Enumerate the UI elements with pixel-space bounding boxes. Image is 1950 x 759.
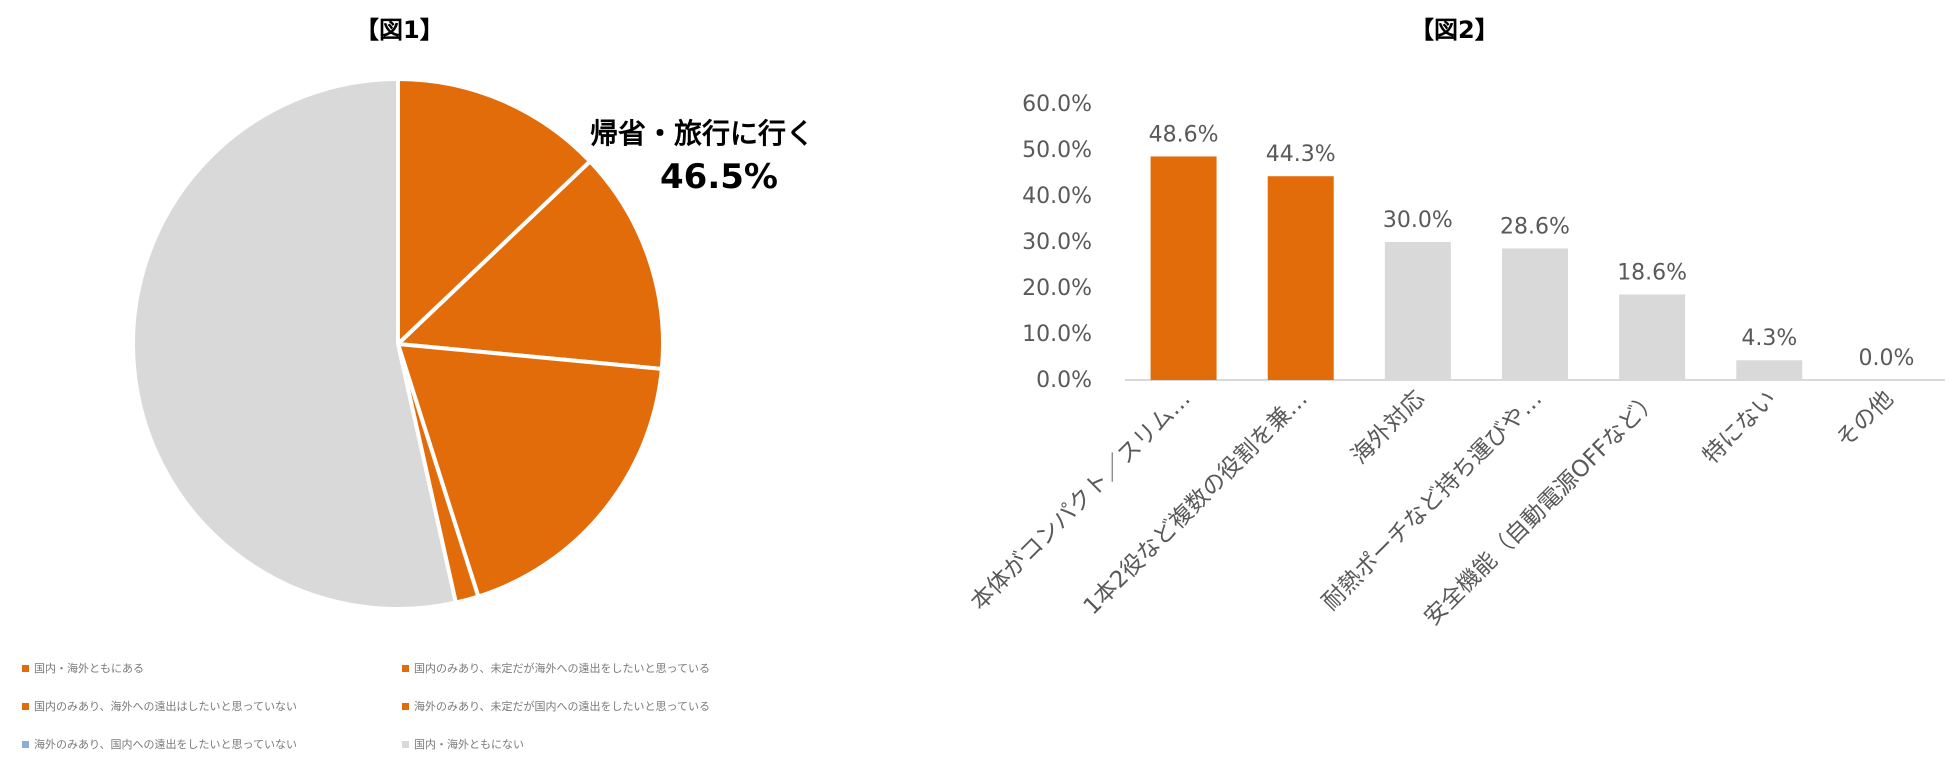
bar-chart: 0.0% 10.0% 20.0% 30.0% 40.0% 50.0% 60.0% 48.6% 本… xyxy=(966,92,1945,631)
bar-value-label: 4.3% xyxy=(1741,326,1797,351)
bar-chart-title: 【図2】 xyxy=(1410,16,1499,44)
x-category-label: その他 xyxy=(1831,386,1898,453)
legend-swatch xyxy=(22,664,29,672)
legend-swatch xyxy=(402,664,409,672)
legend-item: 国内・海外ともにある xyxy=(22,660,144,676)
bar-value-label: 30.0% xyxy=(1383,208,1453,233)
pie-chart-title: 【図1】 xyxy=(355,16,444,44)
legend-label: 国内・海外ともにある xyxy=(34,662,144,675)
bar-1 xyxy=(1267,176,1334,380)
x-category-label: 安全機能（自動電源OFFなど） xyxy=(1419,386,1664,631)
y-tick-label: 0.0% xyxy=(1036,368,1092,393)
y-tick-label: 30.0% xyxy=(1022,230,1092,255)
x-category-label: 特にない xyxy=(1698,386,1781,469)
bar-value-label: 18.6% xyxy=(1617,260,1687,285)
legend-swatch xyxy=(402,740,409,748)
legend-label: 国内のみあり、海外への遠出はしたいと思っていない xyxy=(34,700,298,713)
y-tick-label: 10.0% xyxy=(1022,322,1092,347)
legend-swatch xyxy=(22,702,29,710)
legend-item: 国内のみあり、未定だが海外への遠出をしたいと思っている xyxy=(402,660,710,676)
pie-slice-0 xyxy=(396,77,593,346)
legend-label: 海外のみあり、未定だが国内への遠出をしたいと思っている xyxy=(414,700,711,713)
pie-annotation-label: 帰省・旅行に行く xyxy=(590,117,814,150)
pie-slice-5 xyxy=(131,77,458,611)
bar-value-label: 0.0% xyxy=(1858,346,1914,371)
bar-3 xyxy=(1502,248,1568,380)
legend-label: 国内・海外ともにない xyxy=(414,738,524,751)
legend-swatch xyxy=(22,740,29,748)
pie-slice-1 xyxy=(396,159,665,371)
legend-item: 海外のみあり、未定だが国内への遠出をしたいと思っている xyxy=(402,698,710,714)
legend-swatch xyxy=(402,702,409,710)
legend-item: 国内のみあり、海外への遠出はしたいと思っていない xyxy=(22,698,297,714)
y-tick-label: 60.0% xyxy=(1022,92,1092,117)
pie-annotation-value: 46.5% xyxy=(660,157,778,197)
pie-slice-2 xyxy=(396,342,664,599)
pie-chart xyxy=(131,77,665,611)
bar-5 xyxy=(1736,360,1803,380)
y-tick-label: 50.0% xyxy=(1022,138,1092,163)
bar-value-label: 28.6% xyxy=(1500,214,1570,239)
x-category-label: 耐熱ポーチなど持ち運びや… xyxy=(1317,386,1547,616)
bar-value-label: 48.6% xyxy=(1149,122,1219,147)
x-category-label: 1本2役など複数の役割を兼… xyxy=(1079,386,1313,620)
y-tick-label: 20.0% xyxy=(1022,276,1092,301)
bar-4 xyxy=(1619,294,1686,380)
legend-label: 国内のみあり、未定だが海外への遠出をしたいと思っている xyxy=(414,662,711,675)
legend-label: 海外のみあり、国内への遠出をしたいと思っていない xyxy=(34,738,298,751)
bar-0 xyxy=(1150,156,1217,380)
x-category-label: 海外対応 xyxy=(1347,386,1430,469)
bar-2 xyxy=(1384,242,1451,380)
legend-item: 国内・海外ともにない xyxy=(402,736,524,752)
legend-item: 海外のみあり、国内への遠出をしたいと思っていない xyxy=(22,736,297,752)
x-category-label: 本体がコンパクト／スリム… xyxy=(966,386,1196,616)
y-tick-label: 40.0% xyxy=(1022,184,1092,209)
bar-value-label: 44.3% xyxy=(1266,142,1336,167)
